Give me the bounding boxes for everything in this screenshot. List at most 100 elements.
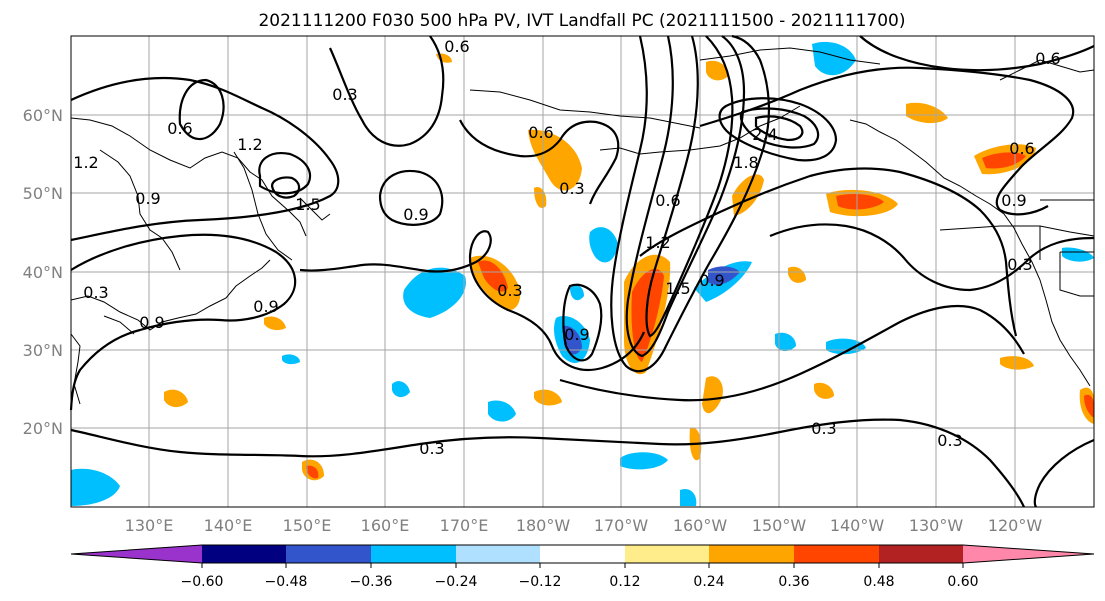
colorbar-tick-label: −0.36 [350, 574, 393, 590]
colorbar-tick-label: −0.24 [435, 574, 478, 590]
colorbar-segment [202, 545, 286, 563]
contour-label: 0.3 [1007, 255, 1032, 274]
shade-negative [812, 41, 856, 76]
lon-label: 130°E [125, 516, 174, 535]
colorbar-segment [371, 545, 456, 563]
colorbar-tick-label: 0.48 [863, 574, 894, 590]
shade-negative [620, 452, 668, 470]
shade-positive [478, 260, 508, 292]
lat-label-20n: 20°N [23, 419, 63, 438]
colorbar-extend-low [71, 545, 202, 563]
contour-label: 0.6 [167, 119, 192, 138]
contour-label: 0.6 [444, 37, 469, 56]
lat-label-60n: 60°N [23, 106, 63, 125]
colorbar: −0.60 −0.48 −0.36 −0.24 −0.12 0.12 0.24 … [70, 544, 1095, 590]
contour-label: 0.3 [937, 431, 962, 450]
lon-label: 140°W [830, 516, 885, 535]
contour-label: 0.9 [403, 205, 428, 224]
shade-negative [488, 400, 516, 422]
shade-negative [282, 354, 300, 365]
shade-negative [680, 488, 697, 506]
shade-positive [528, 129, 582, 191]
shade-positive [164, 389, 188, 408]
shade-negative [392, 381, 410, 398]
contour-label: 0.9 [253, 297, 278, 316]
lon-label: 120°W [988, 516, 1043, 535]
colorbar-tick-label: 0.24 [693, 574, 724, 590]
colorbar-segment [879, 545, 963, 563]
colorbar-segment [286, 545, 371, 563]
contour-label: 0.6 [528, 123, 553, 142]
latitude-labels: 60°N 50°N 40°N 30°N 20°N [23, 106, 63, 438]
colorbar-segment [540, 545, 625, 563]
lon-label: 150°E [283, 516, 332, 535]
contour-label: 2.4 [752, 125, 777, 144]
contour-label: 0.3 [419, 439, 444, 458]
contour-label: 1.2 [645, 233, 670, 252]
colorbar-tick-label: −0.48 [265, 574, 308, 590]
map-panel: 0.6 0.3 0.6 1.2 1.2 0.9 1.5 0.9 0.3 0.9 … [69, 34, 1095, 508]
lon-label: 140°E [204, 516, 253, 535]
colorbar-tick-label: 0.12 [609, 574, 640, 590]
shade-positive [706, 60, 728, 81]
lat-label-40n: 40°N [23, 263, 63, 282]
colorbar-tick-label: −0.60 [181, 574, 224, 590]
colorbar-segment [625, 545, 709, 563]
gridlines [71, 36, 1094, 507]
colorbar-segment [709, 545, 794, 563]
shade-positive [306, 465, 319, 479]
lon-label: 170°E [440, 516, 489, 535]
shade-negative [775, 332, 796, 352]
lat-label-50n: 50°N [23, 184, 63, 203]
colorbar-tick-label: −0.12 [519, 574, 562, 590]
colorbar-segment [456, 545, 540, 563]
shade-positive [1000, 356, 1034, 370]
contour-label: 0.9 [699, 271, 724, 290]
lon-label: 180°W [516, 516, 571, 535]
colorbar-tick-label: 0.60 [947, 574, 978, 590]
contour-label: 0.3 [811, 419, 836, 438]
shade-positive [906, 102, 948, 124]
shade-positive [814, 382, 834, 399]
colorbar-segment [794, 545, 879, 563]
lon-label: 170°W [594, 516, 649, 535]
colorbar-segments [70, 544, 1095, 568]
contour-labels: 0.6 0.3 0.6 1.2 1.2 0.9 1.5 0.9 0.3 0.9 … [73, 37, 1060, 458]
shade-negative [708, 266, 740, 285]
lon-label: 130°W [909, 516, 964, 535]
contour-label: 0.9 [564, 325, 589, 344]
lon-label: 160°E [361, 516, 410, 535]
shade-positive [836, 194, 884, 210]
contour-label: 1.2 [73, 153, 98, 172]
shade-positive [702, 376, 723, 414]
lat-label-30n: 30°N [23, 341, 63, 360]
shade-positive [534, 389, 562, 406]
colorbar-ticklabels: −0.60 −0.48 −0.36 −0.24 −0.12 0.12 0.24 … [181, 574, 979, 590]
contour-label: 0.6 [655, 191, 680, 210]
contour-label: 0.6 [1009, 139, 1034, 158]
lon-label: 150°W [752, 516, 807, 535]
contour-label: 0.9 [139, 313, 164, 332]
contour-label: 1.5 [295, 195, 320, 214]
contour-label: 1.5 [665, 279, 690, 298]
shade-positive [788, 266, 806, 283]
map-frame [70, 35, 1095, 508]
contour-lines [69, 34, 1095, 508]
contour-label: 1.8 [733, 153, 758, 172]
colorbar-tick-label: 0.36 [778, 574, 809, 590]
contour-label: 0.3 [332, 85, 357, 104]
contour-label: 0.3 [497, 281, 522, 300]
contour-label: 0.9 [135, 189, 160, 208]
colorbar-extend-high [963, 545, 1094, 563]
shade-positive [264, 316, 286, 331]
contour-label: 0.3 [83, 283, 108, 302]
shade-negative [570, 285, 584, 301]
shade-negative [403, 267, 466, 318]
shade-negative [1062, 247, 1094, 262]
shade-negative [71, 468, 120, 506]
map-title: 2021111200 F030 500 hPa PV, IVT Landfall… [258, 11, 905, 31]
longitude-labels: 130°E 140°E 150°E 160°E 170°E 180°W 170°… [125, 516, 1043, 535]
shade-positive [1084, 394, 1094, 418]
contour-label: 1.2 [237, 135, 262, 154]
shade-negative [589, 227, 618, 263]
